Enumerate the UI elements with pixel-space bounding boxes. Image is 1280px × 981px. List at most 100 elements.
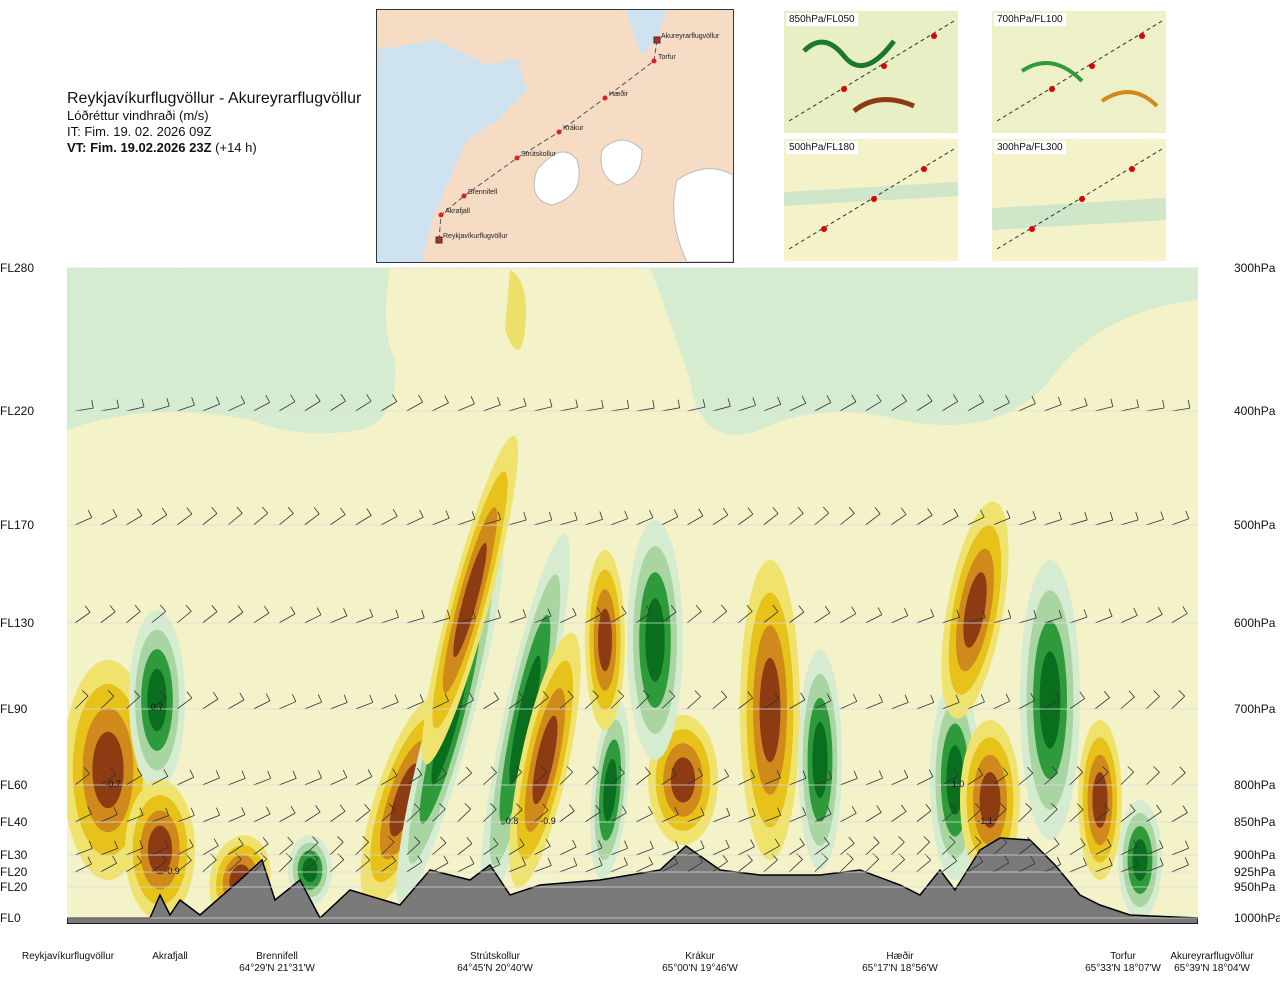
wind-barb (941, 854, 958, 873)
value-annotation: -0.7 (105, 779, 121, 789)
wind-barb (916, 394, 933, 412)
wind-barb (1069, 268, 1086, 269)
chart-title-block: Reykjavíkurflugvöllur - Akureyrarflugvöl… (67, 90, 361, 156)
wind-barb (508, 766, 523, 786)
mini-map-svg (784, 11, 958, 133)
updraft-area (645, 598, 665, 682)
wind-barb (406, 767, 423, 786)
updraft-area (1039, 651, 1061, 749)
wind-barb (406, 836, 421, 856)
wind-barb (355, 694, 374, 710)
wind-barb (1120, 690, 1135, 710)
route-point-marker (461, 193, 467, 199)
wind-barb (610, 510, 629, 526)
wind-barb (763, 807, 782, 823)
wind-barb (431, 767, 448, 786)
wind-barb (737, 507, 754, 526)
wind-barb (278, 394, 296, 412)
wind-barb (227, 268, 247, 269)
wind-barb (1171, 766, 1186, 786)
wind-barb (712, 507, 729, 526)
wind-barb (814, 506, 830, 526)
wind-barb (355, 268, 372, 269)
y-tick-label-hpa: 925hPa (1234, 865, 1276, 879)
wind-barb (457, 837, 473, 856)
wind-barb (712, 854, 728, 873)
wind-barb (125, 690, 141, 710)
wind-barb (1120, 857, 1139, 873)
route-point-marker (653, 36, 661, 44)
wind-barb (916, 836, 930, 856)
wind-barb (304, 694, 322, 710)
waypoint-coord: 65°39'N 18°04'W (1174, 963, 1250, 974)
x-waypoint: Torfur 65°33'N 18°07'W (1073, 951, 1173, 975)
wind-barb (227, 506, 243, 526)
wind-barb (941, 836, 956, 856)
wind-barb (941, 508, 959, 526)
wind-barb (890, 268, 908, 269)
wind-barb (176, 807, 195, 823)
wind-barb (202, 506, 218, 526)
wind-barb (329, 694, 348, 710)
wind-barb (278, 805, 296, 823)
wind-barb (814, 605, 831, 624)
wind-barb (253, 394, 271, 412)
wind-barb (1018, 856, 1036, 873)
wind-barb (1094, 857, 1113, 873)
wind-barb (304, 836, 319, 856)
route-point-label: Akrafjall (445, 208, 470, 215)
wind-barb (559, 607, 577, 624)
sea-west (377, 40, 527, 262)
wind-barb (814, 693, 832, 710)
wind-barb (151, 268, 170, 269)
wind-barb (839, 836, 855, 856)
wind-barb (457, 268, 474, 269)
wind-barb (610, 400, 630, 412)
wind-barb (278, 506, 294, 526)
wind-barb (788, 506, 804, 526)
y-tick-label-hpa: 600hPa (1234, 616, 1276, 630)
waypoint-coord: 64°45'N 20°40'W (457, 963, 533, 974)
wind-barb (635, 840, 654, 856)
wind-barb (737, 807, 756, 823)
y-tick-label-fl: FL90 (0, 702, 28, 716)
wind-barb (814, 806, 832, 823)
wind-barb (151, 769, 169, 786)
wind-barb (865, 805, 882, 823)
wind-barb (533, 838, 551, 856)
y-tick-label-fl: FL170 (0, 518, 35, 532)
wind-barb (253, 806, 271, 823)
route-line (438, 39, 658, 241)
wind-barb (1145, 857, 1164, 873)
value-annotation: -1.1 (977, 816, 993, 826)
wind-barb (559, 839, 577, 856)
route-point-marker (651, 58, 657, 64)
wind-barb (125, 398, 145, 412)
wind-barb (457, 396, 475, 412)
wind-barb (686, 840, 705, 856)
updraft-area (946, 745, 964, 815)
wind-barb (125, 768, 143, 786)
wind-barb (508, 268, 526, 269)
wind-barb (176, 769, 195, 786)
wind-barb (610, 840, 629, 856)
wind-barb (1094, 512, 1114, 526)
route-point-label: Hæðir (609, 90, 629, 98)
wind-barb (508, 397, 527, 412)
wind-barb (74, 605, 91, 624)
wind-barb (865, 836, 880, 856)
mini-map-svg (992, 11, 1166, 133)
y-tick-label-fl: FL130 (0, 616, 35, 630)
wind-barb (635, 806, 653, 823)
wind-barb (74, 690, 89, 710)
wind-barb (967, 836, 982, 856)
wind-barb (176, 839, 194, 856)
wind-barb (304, 394, 321, 412)
wind-barb (1069, 691, 1085, 710)
wind-barb (788, 770, 807, 786)
wind-barb (304, 770, 322, 786)
wind-barb (304, 268, 322, 269)
wind-barb (457, 511, 476, 526)
wind-barb (916, 508, 933, 526)
wind-barb (533, 690, 549, 710)
